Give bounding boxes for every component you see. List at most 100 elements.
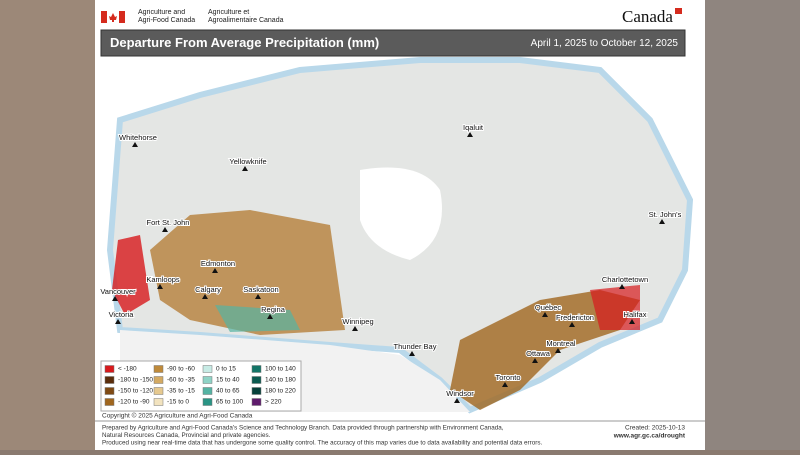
prairie-dry — [150, 210, 345, 335]
legend-swatch — [153, 365, 164, 373]
city-label: Kamloops — [146, 275, 180, 284]
city-marker — [569, 322, 575, 327]
city-label: Regina — [261, 305, 286, 314]
city-label: Charlottetown — [602, 275, 648, 284]
city-label: Vancouver — [100, 287, 136, 296]
prairie-wet — [215, 305, 300, 332]
city-marker — [212, 268, 218, 273]
city-marker — [267, 314, 273, 319]
city-label: Saskatoon — [243, 285, 278, 294]
maritimes — [590, 285, 640, 330]
city-label: Yellowknife — [229, 157, 266, 166]
city-marker — [255, 294, 261, 299]
city-marker — [352, 326, 358, 331]
blur-right — [705, 0, 800, 450]
city-marker — [162, 227, 168, 232]
city-label: Victoria — [109, 310, 135, 319]
city-marker — [112, 296, 118, 301]
legend-label: -180 to -150 — [118, 377, 153, 384]
legend-label: 180 to 220 — [265, 388, 296, 395]
url: www.agr.gc.ca/drought — [613, 433, 686, 440]
legend-swatch — [202, 387, 213, 395]
city-marker — [629, 319, 635, 324]
wordmark-flag — [675, 8, 682, 14]
legend-label: 100 to 140 — [265, 366, 296, 373]
city-label: Winnipeg — [342, 317, 373, 326]
date-range: April 1, 2025 to October 12, 2025 — [531, 38, 679, 49]
flag — [101, 11, 107, 23]
city-marker — [132, 142, 138, 147]
legend-label: 40 to 65 — [216, 388, 240, 395]
legend-label: 0 to 15 — [216, 366, 236, 373]
legend-label: -150 to -120 — [118, 388, 153, 395]
legend-swatch — [251, 365, 262, 373]
city-marker — [502, 382, 508, 387]
city-label: Fredericton — [556, 313, 594, 322]
city-marker — [542, 312, 548, 317]
footer-line: Natural Resources Canada, Provincial and… — [102, 432, 271, 439]
legend-swatch — [202, 398, 213, 406]
city-label: Whitehorse — [119, 133, 157, 142]
city-label: Thunder Bay — [394, 342, 437, 351]
east-dry — [450, 290, 640, 410]
legend-swatch — [202, 365, 213, 373]
legend-swatch — [104, 365, 115, 373]
city-marker — [115, 319, 121, 324]
legend-label: 65 to 100 — [216, 399, 243, 406]
hudson-bay — [360, 167, 442, 260]
legend-swatch — [153, 387, 164, 395]
footer: Prepared by Agriculture and Agri-Food Ca… — [102, 425, 542, 447]
city-label: Toronto — [495, 373, 520, 382]
city-label: Québec — [535, 303, 562, 312]
city-label: Iqaluit — [463, 123, 484, 132]
flag-leaf — [109, 13, 117, 22]
flag — [119, 11, 125, 23]
city-label: Edmonton — [201, 259, 235, 268]
city-label: Montreal — [546, 339, 576, 348]
legend-box — [100, 360, 302, 412]
title-bar — [100, 29, 686, 57]
legend-swatch — [202, 376, 213, 384]
city-label: Calgary — [195, 285, 221, 294]
legend-swatch — [251, 387, 262, 395]
city-marker — [157, 284, 163, 289]
city-label: St. John's — [649, 210, 682, 219]
city-label: Fort St. John — [147, 218, 190, 227]
legend-label: > 220 — [265, 399, 282, 406]
city-marker — [202, 294, 208, 299]
dept-fr-box: Agriculture et Agroalimentaire Canada — [208, 9, 284, 24]
legend-label: -90 to -60 — [167, 366, 195, 373]
footer-line: Prepared by Agriculture and Agri-Food Ca… — [102, 425, 504, 432]
copyright: Copyright © 2025 Agriculture and Agri-Fo… — [102, 412, 253, 420]
legend-label: -35 to -15 — [167, 388, 195, 395]
city-marker — [619, 284, 625, 289]
legend-swatch — [153, 376, 164, 384]
map-title: Departure From Average Precipitation (mm… — [110, 35, 379, 50]
legend: < -180 -180 to -150 -150 to -120 -120 to -9… — [104, 365, 296, 406]
dept-en-box: Agriculture and Agri-Food Canada — [138, 9, 196, 24]
city-label: Windsor — [446, 389, 474, 398]
legend-label: -15 to 0 — [167, 399, 189, 406]
city-label: Halifax — [624, 310, 647, 319]
legend-label: 140 to 180 — [265, 377, 296, 384]
city-marker — [532, 358, 538, 363]
city-marker — [555, 348, 561, 353]
legend-swatch — [251, 376, 262, 384]
legend-label: -120 to -90 — [118, 399, 150, 406]
city-layer: Whitehorse Yellowknife Iqaluit Fort St. Joh… — [99, 122, 683, 403]
city-label: Ottawa — [526, 349, 551, 358]
city-marker — [659, 219, 665, 224]
city-marker — [242, 166, 248, 171]
legend-swatch — [251, 398, 262, 406]
legend-label: 15 to 40 — [216, 377, 240, 384]
city-marker — [454, 398, 460, 403]
legend-label: < -180 — [118, 366, 137, 373]
dept-en: Agriculture and Agri-Food Canada — [138, 9, 196, 24]
wordmark: Canada — [622, 7, 673, 26]
blur-left — [0, 0, 95, 450]
legend-label: -60 to -35 — [167, 377, 195, 384]
legend-swatch — [104, 387, 115, 395]
dept-fr: Agriculture et Agroalimentaire Canada — [208, 9, 284, 24]
